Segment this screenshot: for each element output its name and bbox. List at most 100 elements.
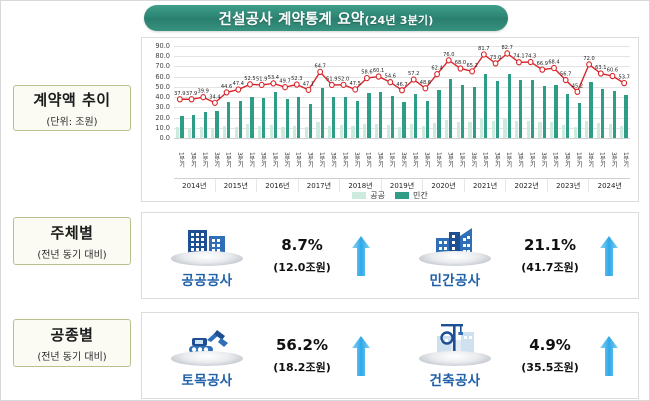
up-arrow-icon-civil-works: [352, 335, 370, 376]
bar-group: [303, 46, 315, 138]
bar-public: [608, 123, 612, 138]
bar-group: [478, 46, 490, 138]
trend-marker: [329, 82, 334, 87]
bar-group: [560, 46, 572, 138]
icon-col-public-works: 공공공사: [161, 222, 253, 289]
bar-public: [386, 124, 390, 138]
icon-col-private-works: 민간공사: [409, 222, 501, 289]
bar-private: [297, 96, 301, 138]
bar-group: [174, 46, 186, 138]
bar-public: [491, 120, 495, 138]
trend-marker: [341, 82, 346, 87]
bar-public: [515, 120, 519, 138]
bar-private: [519, 80, 523, 138]
bar-public: [596, 123, 601, 138]
bar-group: [209, 46, 221, 138]
bar-public: [176, 127, 180, 138]
x-tick-quarter: 1분기: [224, 152, 232, 168]
gridline: [174, 46, 630, 47]
icon-col-building-works: 건축공사: [409, 322, 501, 389]
bar-private: [495, 81, 500, 138]
trend-marker: [458, 66, 463, 71]
legend-label-public: 공공: [370, 190, 385, 200]
bar-private: [530, 80, 535, 138]
bar-private: [308, 103, 313, 138]
stat-amount-civil-works: (18.2조원): [273, 361, 331, 374]
pedestal-disc: [171, 251, 243, 266]
x-tick-quarter: 3분기: [586, 152, 594, 168]
stat-percent-private-works: 21.1%: [523, 236, 577, 254]
trend-marker: [587, 62, 592, 67]
stat-label-civil-works: 토목공사: [181, 373, 233, 389]
bar-group: [361, 46, 373, 138]
x-tick-quarter: 3분기: [423, 152, 431, 168]
x-tick-quarter: 1분기: [177, 152, 185, 168]
x-tick-quarter: 1분기: [551, 152, 559, 168]
x-tick-quarter: 1분기: [271, 152, 279, 168]
chart-x-axis-quarters: 1분기 3분기 1분기 3분기 1분기 3분기 1분기 3분기 1분기 3분기 1분기 3분기 1분기 3…: [174, 138, 630, 179]
x-tick-quarter: 3분기: [610, 152, 618, 168]
bar-group: [197, 46, 209, 138]
pedestal-disc: [171, 351, 243, 366]
bar-public: [211, 127, 215, 138]
x-tick-year: 2023년: [548, 179, 590, 192]
bar-private: [484, 74, 488, 138]
bar-private: [554, 84, 558, 138]
x-tick-year: 2016년: [257, 179, 299, 192]
trend-marker: [236, 87, 241, 92]
x-tick-year: 2014년: [174, 179, 216, 192]
trend-marker: [353, 87, 358, 92]
value-col-civil-works: 56.2% (18.2조원): [263, 336, 341, 375]
title-banner-wrap: 건설공사 계약통계 요약(24년 3분기): [144, 5, 508, 31]
x-tick-quarter: 1분기: [434, 152, 442, 168]
bar-public: [316, 122, 320, 138]
trend-marker: [622, 81, 627, 86]
bar-public: [538, 122, 542, 138]
legend-swatch-private: [395, 191, 409, 199]
bar-public: [409, 124, 414, 138]
x-tick-quarter: 1분기: [388, 152, 396, 168]
bar-private: [437, 89, 441, 138]
bar-public: [585, 121, 589, 138]
trend-marker: [224, 90, 229, 95]
bar-private: [542, 86, 546, 138]
bar-private: [262, 97, 266, 138]
bar-private: [285, 98, 289, 138]
stat-percent-public-works: 8.7%: [281, 236, 323, 254]
bar-private: [612, 90, 616, 138]
sidebar-item-entity-title: 주체별: [50, 223, 94, 242]
sidebar-item-worktype: 공종별 (전년 동기 대비): [13, 319, 131, 367]
trend-marker: [505, 51, 510, 56]
contract-trend-chart: 90.0 80.0 70.0 60.0 50.0 40.0 30.0 20.0 10.0 0.0 …: [142, 38, 638, 201]
gridline: [174, 76, 630, 78]
bar-private: [367, 92, 371, 138]
bar-group: [525, 46, 537, 138]
legend-label-private: 민간: [413, 190, 428, 200]
bar-group: [490, 46, 502, 138]
x-tick-quarter: 1분기: [458, 152, 466, 168]
bar-group: [513, 46, 525, 138]
bar-private: [589, 81, 593, 138]
bar-private: [624, 95, 628, 138]
bar-public: [339, 125, 343, 138]
stat-amount-building-works: (35.5조원): [521, 361, 579, 374]
bar-public: [374, 123, 379, 138]
bar-private: [355, 101, 359, 138]
x-tick-quarter: 3분기: [493, 152, 501, 168]
icon-col-civil-works: 토목공사: [161, 322, 253, 389]
bar-private: [180, 116, 184, 138]
gridline: [174, 97, 630, 99]
bar-private: [472, 87, 476, 138]
stat-cell-building-works: 건축공사 4.9% (35.5조원): [390, 313, 638, 398]
y-tick-label: 60.0: [155, 72, 170, 81]
chart-legend: 공공 민간: [142, 188, 638, 202]
y-tick-label: 0.0: [159, 134, 171, 142]
bar-public: [561, 124, 566, 138]
x-tick-quarter: 1분기: [481, 152, 489, 168]
bar-public: [456, 121, 460, 138]
bar-public: [526, 120, 530, 138]
stat-label-building-works: 건축공사: [429, 373, 481, 389]
chart-line-series: [174, 46, 630, 138]
bar-public: [480, 118, 484, 138]
bar-group: [443, 46, 455, 138]
